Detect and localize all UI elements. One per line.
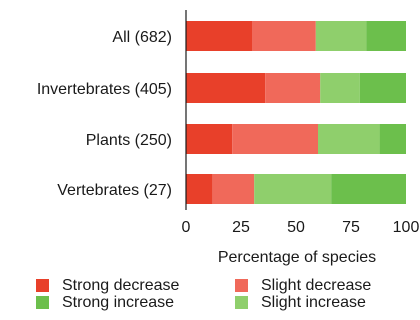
category-labels: All (682) Invertebrates (405) Plants (250)… <box>37 29 172 199</box>
legend-label-strong-decrease: Strong decrease <box>62 277 180 294</box>
bar-all-682-slight-increase <box>315 21 367 51</box>
bar-all-682-strong-increase <box>366 21 406 51</box>
bar-all-682-strong-decrease <box>186 21 252 51</box>
bars-layer <box>186 21 406 204</box>
bar-vertebrates-27-strong-decrease <box>186 174 213 204</box>
bar-invertebrates-405-slight-decrease <box>265 73 321 103</box>
legend-swatch-strong-decrease <box>36 279 49 292</box>
category-label: All (682) <box>112 29 172 46</box>
bar-plants-250-slight-increase <box>318 124 380 154</box>
legend-swatch-slight-increase <box>235 296 248 309</box>
legend-label-strong-increase: Strong increase <box>62 294 174 311</box>
bar-plants-250-slight-decrease <box>232 124 318 154</box>
bar-plants-250-strong-decrease <box>186 124 233 154</box>
category-label: Plants (250) <box>86 132 172 149</box>
legend: Strong decrease Slight decrease Strong inc… <box>36 277 371 311</box>
bar-invertebrates-405-slight-increase <box>320 73 360 103</box>
x-tick-label: 25 <box>232 219 250 236</box>
legend-swatch-slight-decrease <box>235 279 248 292</box>
x-tick-label: 0 <box>182 219 191 236</box>
legend-label-slight-decrease: Slight decrease <box>261 277 371 294</box>
legend-label-slight-increase: Slight increase <box>261 294 366 311</box>
category-label: Invertebrates (405) <box>37 81 172 98</box>
x-tick-label: 50 <box>287 219 305 236</box>
bar-invertebrates-405-strong-increase <box>359 73 406 103</box>
bar-all-682-slight-decrease <box>252 21 316 51</box>
x-axis-title: Percentage of species <box>218 249 376 266</box>
x-axis-ticks: 0 25 50 75 100 <box>182 219 420 236</box>
x-tick-label: 100 <box>393 219 420 236</box>
bar-vertebrates-27-slight-decrease <box>212 174 255 204</box>
category-label: Vertebrates (27) <box>57 182 172 199</box>
bar-invertebrates-405-strong-decrease <box>186 73 266 103</box>
legend-swatch-strong-increase <box>36 296 49 309</box>
bar-plants-250-strong-increase <box>379 124 406 154</box>
bar-vertebrates-27-slight-increase <box>254 174 332 204</box>
x-tick-label: 75 <box>342 219 360 236</box>
bar-vertebrates-27-strong-increase <box>331 174 406 204</box>
